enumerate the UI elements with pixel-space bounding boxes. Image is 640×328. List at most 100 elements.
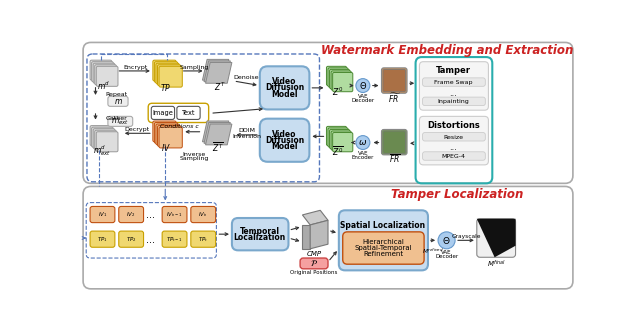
FancyBboxPatch shape [330, 70, 349, 89]
Text: $\overline{Z^T}$: $\overline{Z^T}$ [212, 141, 224, 155]
FancyBboxPatch shape [419, 62, 488, 110]
FancyBboxPatch shape [90, 126, 112, 146]
FancyBboxPatch shape [260, 66, 309, 110]
FancyBboxPatch shape [326, 66, 347, 86]
Text: VAE: VAE [358, 151, 368, 156]
Text: $TP_{t-1}$: $TP_{t-1}$ [166, 235, 183, 244]
FancyBboxPatch shape [95, 130, 116, 150]
FancyBboxPatch shape [343, 232, 424, 264]
FancyBboxPatch shape [119, 206, 143, 223]
Text: Video: Video [273, 130, 297, 138]
FancyBboxPatch shape [93, 63, 115, 83]
Text: CMP: CMP [307, 251, 322, 257]
Text: Hierarchical: Hierarchical [362, 239, 404, 245]
Text: Resize: Resize [444, 135, 463, 140]
Text: MPEG-4: MPEG-4 [442, 154, 465, 159]
Text: $IV_{t\prime}$: $IV_{t\prime}$ [198, 211, 208, 219]
Text: VAE: VAE [358, 94, 368, 99]
Text: Original Positions: Original Positions [291, 270, 338, 275]
Polygon shape [204, 123, 230, 143]
FancyBboxPatch shape [96, 66, 118, 86]
FancyBboxPatch shape [260, 119, 309, 162]
FancyBboxPatch shape [477, 219, 516, 257]
Text: ...: ... [450, 143, 458, 153]
Text: $M^{refined}$: $M^{refined}$ [422, 246, 444, 256]
Text: Conditions c: Conditions c [160, 124, 198, 129]
FancyBboxPatch shape [153, 60, 176, 81]
Text: Denoise: Denoise [234, 75, 259, 80]
Text: $m$: $m$ [113, 97, 122, 106]
Text: $\widetilde{FR}$: $\widetilde{FR}$ [388, 91, 401, 105]
FancyBboxPatch shape [339, 210, 428, 270]
Text: Temporal: Temporal [240, 227, 280, 236]
Text: Frame Swap: Frame Swap [435, 80, 473, 85]
FancyBboxPatch shape [422, 78, 485, 86]
FancyBboxPatch shape [90, 206, 115, 223]
FancyBboxPatch shape [330, 130, 349, 149]
Text: Encrypt: Encrypt [123, 65, 147, 70]
Text: Model: Model [271, 90, 298, 98]
Circle shape [438, 232, 455, 249]
Text: $\overline{FR}$: $\overline{FR}$ [389, 154, 401, 166]
FancyBboxPatch shape [422, 97, 485, 106]
FancyBboxPatch shape [95, 65, 116, 85]
Text: ...: ... [450, 89, 458, 98]
Text: Inverse: Inverse [182, 152, 205, 156]
FancyBboxPatch shape [92, 62, 113, 82]
FancyBboxPatch shape [191, 231, 216, 247]
Text: $m^d$: $m^d$ [97, 79, 110, 92]
FancyBboxPatch shape [383, 131, 406, 153]
Text: Inversion: Inversion [232, 134, 261, 139]
Text: Diffusion: Diffusion [265, 136, 304, 145]
FancyBboxPatch shape [90, 60, 112, 80]
FancyBboxPatch shape [90, 231, 115, 247]
Circle shape [356, 135, 370, 150]
Text: $IV_1$: $IV_1$ [98, 211, 108, 219]
Text: $\Theta$: $\Theta$ [442, 235, 451, 246]
FancyBboxPatch shape [119, 231, 143, 247]
Text: $Z^0$: $Z^0$ [332, 86, 344, 98]
Polygon shape [310, 220, 328, 249]
Text: $\mathcal{P}$: $\mathcal{P}$ [310, 258, 318, 268]
FancyBboxPatch shape [93, 129, 115, 149]
FancyBboxPatch shape [157, 126, 180, 146]
Polygon shape [202, 121, 229, 142]
Text: Tamper Localization: Tamper Localization [391, 188, 524, 201]
FancyBboxPatch shape [328, 128, 348, 147]
FancyBboxPatch shape [326, 126, 347, 146]
FancyBboxPatch shape [156, 124, 179, 145]
Text: $TP_t$: $TP_t$ [198, 235, 209, 244]
Text: Text: Text [182, 110, 195, 116]
Polygon shape [303, 210, 328, 225]
Text: $TP_2$: $TP_2$ [126, 235, 136, 244]
Text: Localization: Localization [234, 233, 286, 242]
Text: Tamper: Tamper [436, 67, 471, 75]
Text: Distortions: Distortions [427, 121, 480, 130]
FancyBboxPatch shape [333, 72, 353, 92]
Text: $\Theta$: $\Theta$ [359, 80, 367, 91]
Text: Grayscale: Grayscale [451, 234, 481, 239]
FancyBboxPatch shape [333, 133, 353, 152]
Text: Encoder: Encoder [352, 155, 374, 160]
Polygon shape [205, 62, 232, 83]
Polygon shape [205, 124, 232, 145]
Text: $\omega$: $\omega$ [358, 138, 367, 147]
FancyBboxPatch shape [156, 63, 179, 84]
FancyBboxPatch shape [108, 96, 128, 106]
Polygon shape [204, 61, 230, 82]
FancyBboxPatch shape [162, 231, 187, 247]
FancyBboxPatch shape [419, 116, 488, 165]
Polygon shape [202, 59, 229, 80]
Text: $IV$: $IV$ [161, 142, 171, 154]
Text: $Z^T$: $Z^T$ [214, 80, 225, 92]
Text: $m_{ext}$: $m_{ext}$ [111, 116, 129, 127]
Text: Video: Video [273, 77, 297, 86]
Text: $TP_1$: $TP_1$ [97, 235, 108, 244]
Text: Spatial-Temporal: Spatial-Temporal [354, 245, 412, 251]
Text: Inpainting: Inpainting [438, 99, 469, 104]
FancyBboxPatch shape [331, 131, 351, 150]
Text: $IV_{t\prime-1}$: $IV_{t\prime-1}$ [166, 211, 183, 219]
Text: $\overline{Z^0}$: $\overline{Z^0}$ [332, 145, 344, 158]
FancyBboxPatch shape [92, 127, 113, 147]
Polygon shape [303, 225, 310, 249]
